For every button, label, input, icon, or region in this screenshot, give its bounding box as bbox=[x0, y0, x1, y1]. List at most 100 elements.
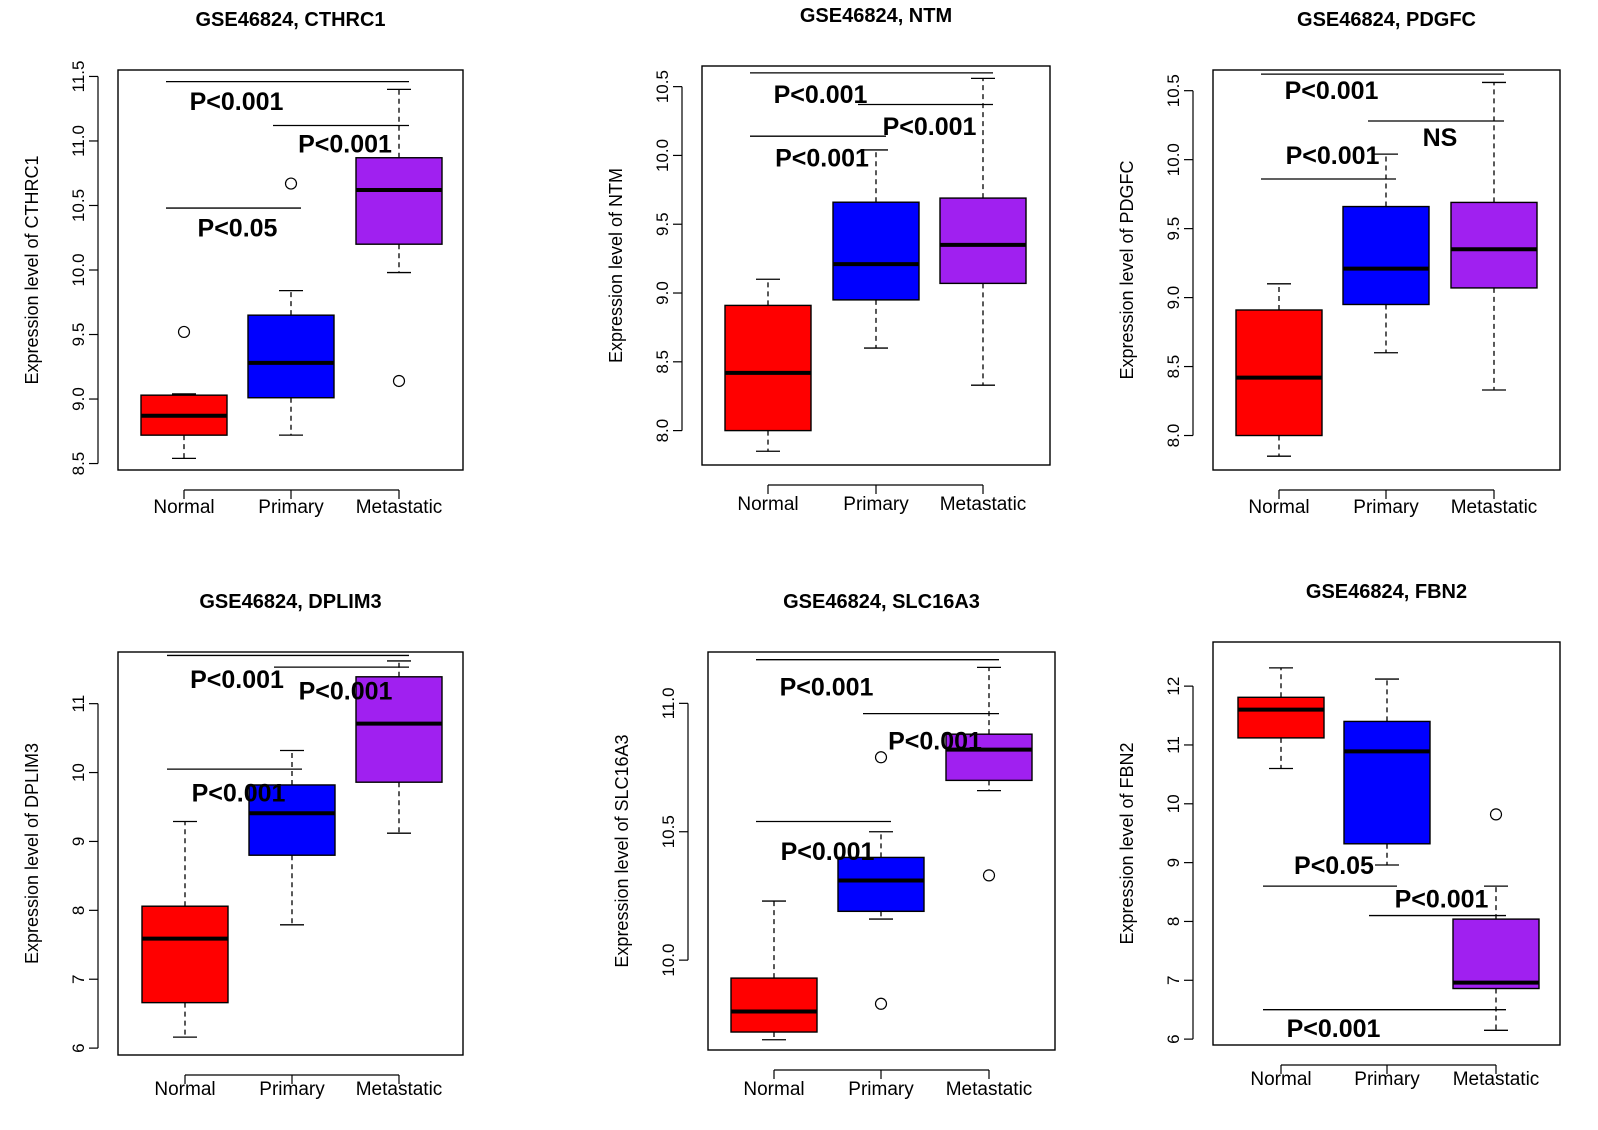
outlier-point bbox=[874, 751, 888, 764]
chart-title: GSE46824, FBN2 bbox=[1306, 581, 1467, 603]
y-axis-label: Expression level of FBN2 bbox=[1117, 742, 1137, 944]
x-tick-label-normal: Normal bbox=[743, 1079, 804, 1100]
y-tick-label: 10.0 bbox=[653, 139, 672, 172]
chart-panel-pdgfc: GSE46824, PDGFC 8.0 8.5 9.0 9.5 10.0 10.5 Expre… bbox=[1117, 9, 1561, 518]
y-tick-label: 6 bbox=[69, 1043, 88, 1052]
y-tick-label: 11 bbox=[1164, 736, 1183, 754]
chart-title: GSE46824, DPLIM3 bbox=[199, 591, 381, 613]
box-metastatic bbox=[355, 88, 443, 388]
significance-label: P<0.001 bbox=[774, 81, 868, 109]
box-metastatic bbox=[355, 660, 443, 834]
y-tick-label: 10.5 bbox=[1164, 74, 1183, 107]
plot-frame bbox=[117, 651, 464, 1056]
y-tick-label: 8.5 bbox=[1164, 355, 1183, 379]
y-tick-label: 11.5 bbox=[69, 61, 88, 93]
box-metastatic bbox=[1452, 808, 1540, 1031]
y-tick-label: 8.0 bbox=[1164, 424, 1183, 448]
outlier-point bbox=[1489, 808, 1503, 821]
x-tick-label-primary: Primary bbox=[843, 494, 909, 515]
y-tick-label: 9.5 bbox=[653, 212, 672, 236]
x-tick-label-normal: Normal bbox=[1250, 1069, 1311, 1090]
significance-label: P<0.001 bbox=[780, 674, 874, 702]
box-metastatic bbox=[1450, 81, 1538, 391]
box-primary bbox=[837, 751, 925, 1010]
y-tick-label: 8 bbox=[1164, 917, 1183, 926]
iqr-box bbox=[141, 905, 229, 1004]
outlier-point bbox=[177, 325, 191, 339]
iqr-box bbox=[730, 977, 818, 1033]
x-tick-label-metastatic: Metastatic bbox=[356, 497, 443, 518]
iqr-box bbox=[832, 201, 920, 301]
x-tick-label-normal: Normal bbox=[153, 497, 214, 518]
x-tick-label-primary: Primary bbox=[259, 1079, 325, 1100]
significance-label: P<0.05 bbox=[1294, 852, 1374, 880]
significance-label: P<0.001 bbox=[192, 779, 286, 807]
chart-title: GSE46824, SLC16A3 bbox=[783, 591, 980, 613]
y-tick-label: 8.0 bbox=[653, 419, 672, 443]
box-normal bbox=[140, 325, 228, 460]
outlier-point bbox=[284, 177, 298, 190]
x-tick-label-primary: Primary bbox=[1353, 497, 1419, 518]
y-tick-label: 7 bbox=[1164, 976, 1183, 985]
y-tick-label: 10.5 bbox=[69, 189, 88, 222]
chart-title: GSE46824, PDGFC bbox=[1297, 9, 1476, 31]
iqr-box bbox=[248, 784, 336, 856]
x-tick-label-primary: Primary bbox=[848, 1079, 914, 1100]
iqr-box bbox=[355, 157, 443, 245]
box-primary bbox=[1342, 153, 1430, 354]
iqr-box bbox=[724, 304, 812, 432]
x-tick-label-metastatic: Metastatic bbox=[940, 494, 1027, 515]
iqr-box bbox=[1343, 720, 1431, 845]
y-tick-label: 7 bbox=[69, 974, 88, 983]
plot-frame bbox=[1212, 69, 1561, 471]
iqr-box bbox=[1342, 205, 1430, 306]
iqr-box bbox=[1235, 309, 1323, 437]
significance-label: P<0.001 bbox=[299, 678, 393, 706]
iqr-box bbox=[247, 314, 335, 399]
significance-label: P<0.001 bbox=[190, 666, 284, 694]
significance-label: P<0.001 bbox=[781, 838, 875, 866]
chart-title: GSE46824, CTHRC1 bbox=[195, 9, 385, 31]
y-tick-label: 10.0 bbox=[69, 253, 88, 286]
x-tick-label-metastatic: Metastatic bbox=[1453, 1069, 1540, 1090]
x-tick-label-normal: Normal bbox=[737, 494, 798, 515]
plot-frame bbox=[707, 651, 1056, 1051]
y-axis-label: Expression level of PDGFC bbox=[1117, 160, 1137, 379]
box-primary bbox=[247, 177, 335, 436]
y-tick-label: 10.5 bbox=[659, 815, 678, 848]
outlier-point bbox=[982, 869, 996, 882]
x-tick-label-metastatic: Metastatic bbox=[1451, 497, 1538, 518]
iqr-box bbox=[1452, 918, 1540, 990]
plot-frame bbox=[1212, 641, 1561, 1046]
y-tick-label: 8.5 bbox=[653, 350, 672, 374]
x-tick-label-metastatic: Metastatic bbox=[946, 1079, 1033, 1100]
chart-title: GSE46824, NTM bbox=[800, 5, 952, 27]
significance-label: P<0.001 bbox=[1285, 77, 1379, 105]
y-tick-label: 10.5 bbox=[653, 70, 672, 103]
plot-frame bbox=[117, 69, 464, 471]
y-tick-label: 11.0 bbox=[69, 125, 88, 157]
y-tick-label: 10.0 bbox=[1164, 143, 1183, 176]
significance-label: P<0.001 bbox=[298, 131, 392, 159]
y-tick-label: 9.5 bbox=[69, 323, 88, 347]
chart-panel-ntm: GSE46824, NTM 8.0 8.5 9.0 9.5 10.0 10.5 Express… bbox=[606, 5, 1051, 515]
significance-label: P<0.001 bbox=[190, 88, 284, 116]
significance-label: P<0.001 bbox=[888, 728, 982, 756]
significance-label: P<0.001 bbox=[1286, 142, 1380, 170]
significance-label: P<0.001 bbox=[1395, 885, 1489, 913]
chart-panel-slc16a3: GSE46824, SLC16A3 10.0 10.5 11.0 Expression … bbox=[612, 591, 1056, 1100]
y-tick-label: 12 bbox=[1164, 677, 1183, 696]
y-tick-label: 8.5 bbox=[69, 452, 88, 476]
box-primary bbox=[248, 749, 336, 926]
x-tick-label-primary: Primary bbox=[1354, 1069, 1420, 1090]
box-normal bbox=[1235, 283, 1323, 457]
significance-label: P<0.001 bbox=[883, 113, 977, 141]
iqr-box bbox=[939, 197, 1027, 285]
iqr-box bbox=[355, 676, 443, 783]
y-tick-label: 9.5 bbox=[1164, 217, 1183, 241]
significance-label: P<0.001 bbox=[1287, 1015, 1381, 1043]
significance-label: NS bbox=[1423, 124, 1458, 152]
y-axis-label: Expression level of SLC16A3 bbox=[612, 734, 632, 967]
x-tick-label-normal: Normal bbox=[1248, 497, 1309, 518]
